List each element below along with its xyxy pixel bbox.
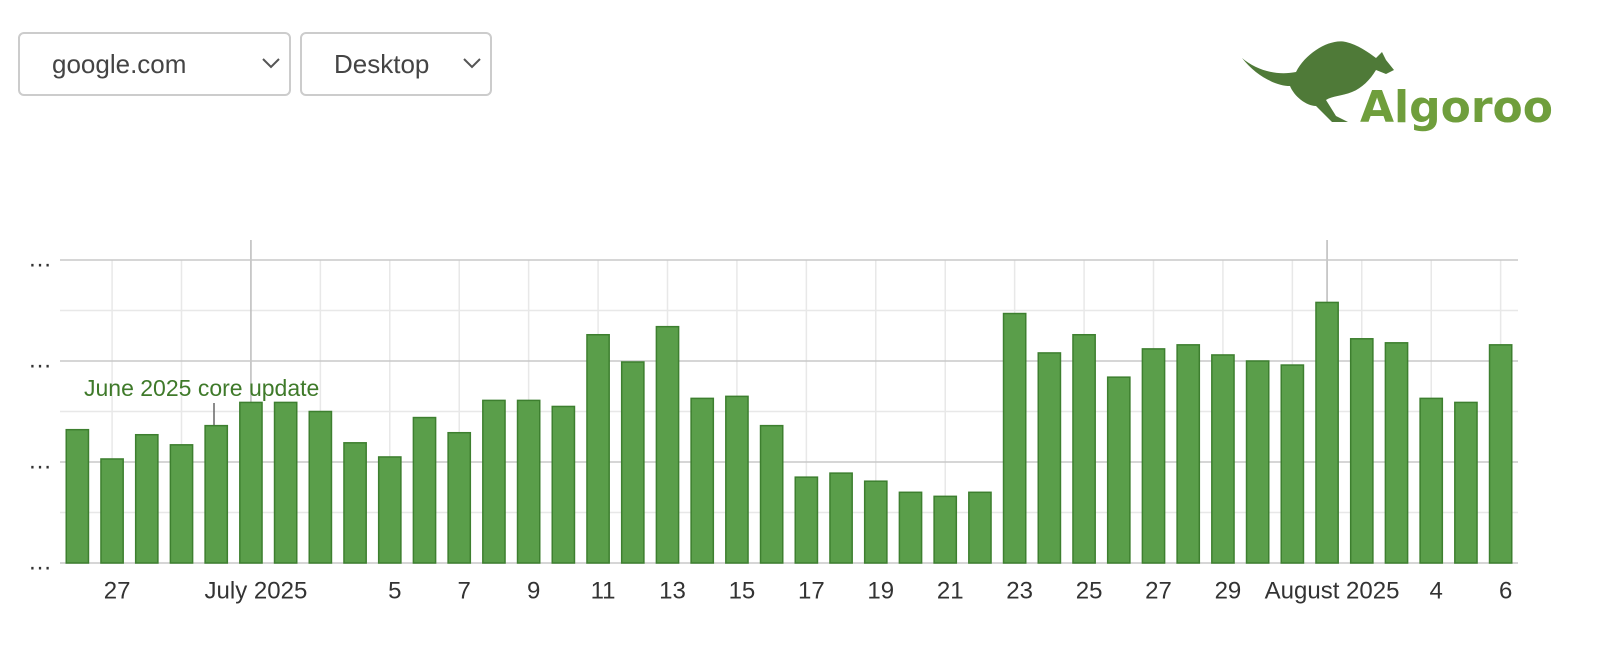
bar bbox=[1002, 312, 1027, 564]
bar bbox=[1384, 342, 1409, 564]
kangaroo bbox=[1242, 41, 1394, 122]
bar bbox=[343, 442, 367, 564]
x-tick-label: 7 bbox=[458, 577, 471, 604]
site-select[interactable]: google.com bbox=[18, 32, 291, 96]
bar bbox=[1106, 376, 1131, 564]
bar bbox=[1488, 344, 1513, 564]
bar bbox=[1211, 354, 1235, 564]
bar bbox=[516, 399, 541, 564]
chart: … … … … 27 July 2025 5 7 9 11 13 15 17 19 21 23 25 27 29 Au… bbox=[28, 240, 1518, 604]
bar bbox=[100, 458, 124, 564]
y-tick-label: … bbox=[28, 245, 52, 272]
bar bbox=[134, 433, 159, 564]
y-tick-label: … bbox=[28, 548, 52, 575]
bar bbox=[308, 410, 333, 564]
bar bbox=[620, 361, 645, 564]
bar bbox=[169, 444, 194, 564]
x-tick-label: 27 bbox=[104, 577, 131, 604]
bar bbox=[204, 424, 229, 564]
logo: Algoroo bbox=[1242, 41, 1553, 133]
bar bbox=[863, 480, 888, 564]
x-tick-label: 27 bbox=[1145, 577, 1172, 604]
bar bbox=[1245, 360, 1270, 564]
bar bbox=[933, 495, 958, 564]
x-tick-label: 21 bbox=[937, 577, 964, 604]
x-tick-label: 29 bbox=[1215, 577, 1242, 604]
x-tick-label: 13 bbox=[659, 577, 686, 604]
x-tick-label: 23 bbox=[1006, 577, 1033, 604]
bar bbox=[1072, 333, 1096, 564]
site-select-value: google.com bbox=[52, 48, 187, 79]
bar bbox=[551, 405, 576, 564]
logo-text: Algoroo bbox=[1360, 82, 1553, 133]
x-tick-label: 19 bbox=[867, 577, 894, 604]
x-tick-label: 17 bbox=[798, 577, 825, 604]
bar bbox=[586, 333, 610, 564]
bar bbox=[725, 395, 749, 564]
device-select[interactable]: Desktop bbox=[300, 32, 492, 96]
bar bbox=[412, 416, 437, 564]
bar bbox=[1176, 344, 1201, 564]
bar bbox=[794, 476, 819, 564]
bar bbox=[239, 401, 263, 564]
x-tick-label: 25 bbox=[1076, 577, 1103, 604]
bar bbox=[759, 424, 784, 564]
y-tick-label: … bbox=[28, 346, 52, 373]
bar bbox=[482, 399, 506, 564]
bar bbox=[377, 456, 402, 564]
x-tick-label: 15 bbox=[729, 577, 756, 604]
bar bbox=[968, 491, 992, 564]
x-tick-label: 5 bbox=[388, 577, 401, 604]
bar bbox=[829, 472, 853, 564]
bar bbox=[273, 401, 298, 564]
bar bbox=[1349, 338, 1374, 564]
device-select-value: Desktop bbox=[334, 48, 430, 79]
x-tick-label: 4 bbox=[1430, 577, 1443, 604]
bar bbox=[898, 491, 923, 564]
bar bbox=[1037, 352, 1062, 564]
y-tick-label: … bbox=[28, 447, 52, 474]
x-tick-label: August 2025 bbox=[1265, 577, 1400, 604]
x-tick-label: July 2025 bbox=[205, 577, 308, 604]
x-tick-label: 11 bbox=[591, 577, 616, 604]
bar bbox=[655, 325, 680, 564]
bar bbox=[65, 428, 90, 564]
annotation: June 2025 core update bbox=[84, 375, 319, 401]
bar bbox=[1141, 348, 1166, 564]
chevron bbox=[262, 58, 280, 69]
bar bbox=[1419, 397, 1444, 564]
bar bbox=[1454, 401, 1478, 564]
x-tick-label: 6 bbox=[1499, 577, 1512, 604]
bar bbox=[1280, 364, 1305, 564]
bar bbox=[1315, 301, 1339, 564]
x-tick-label: 9 bbox=[527, 577, 540, 604]
bar bbox=[690, 397, 715, 564]
chevron bbox=[463, 58, 481, 69]
bar bbox=[447, 431, 472, 564]
